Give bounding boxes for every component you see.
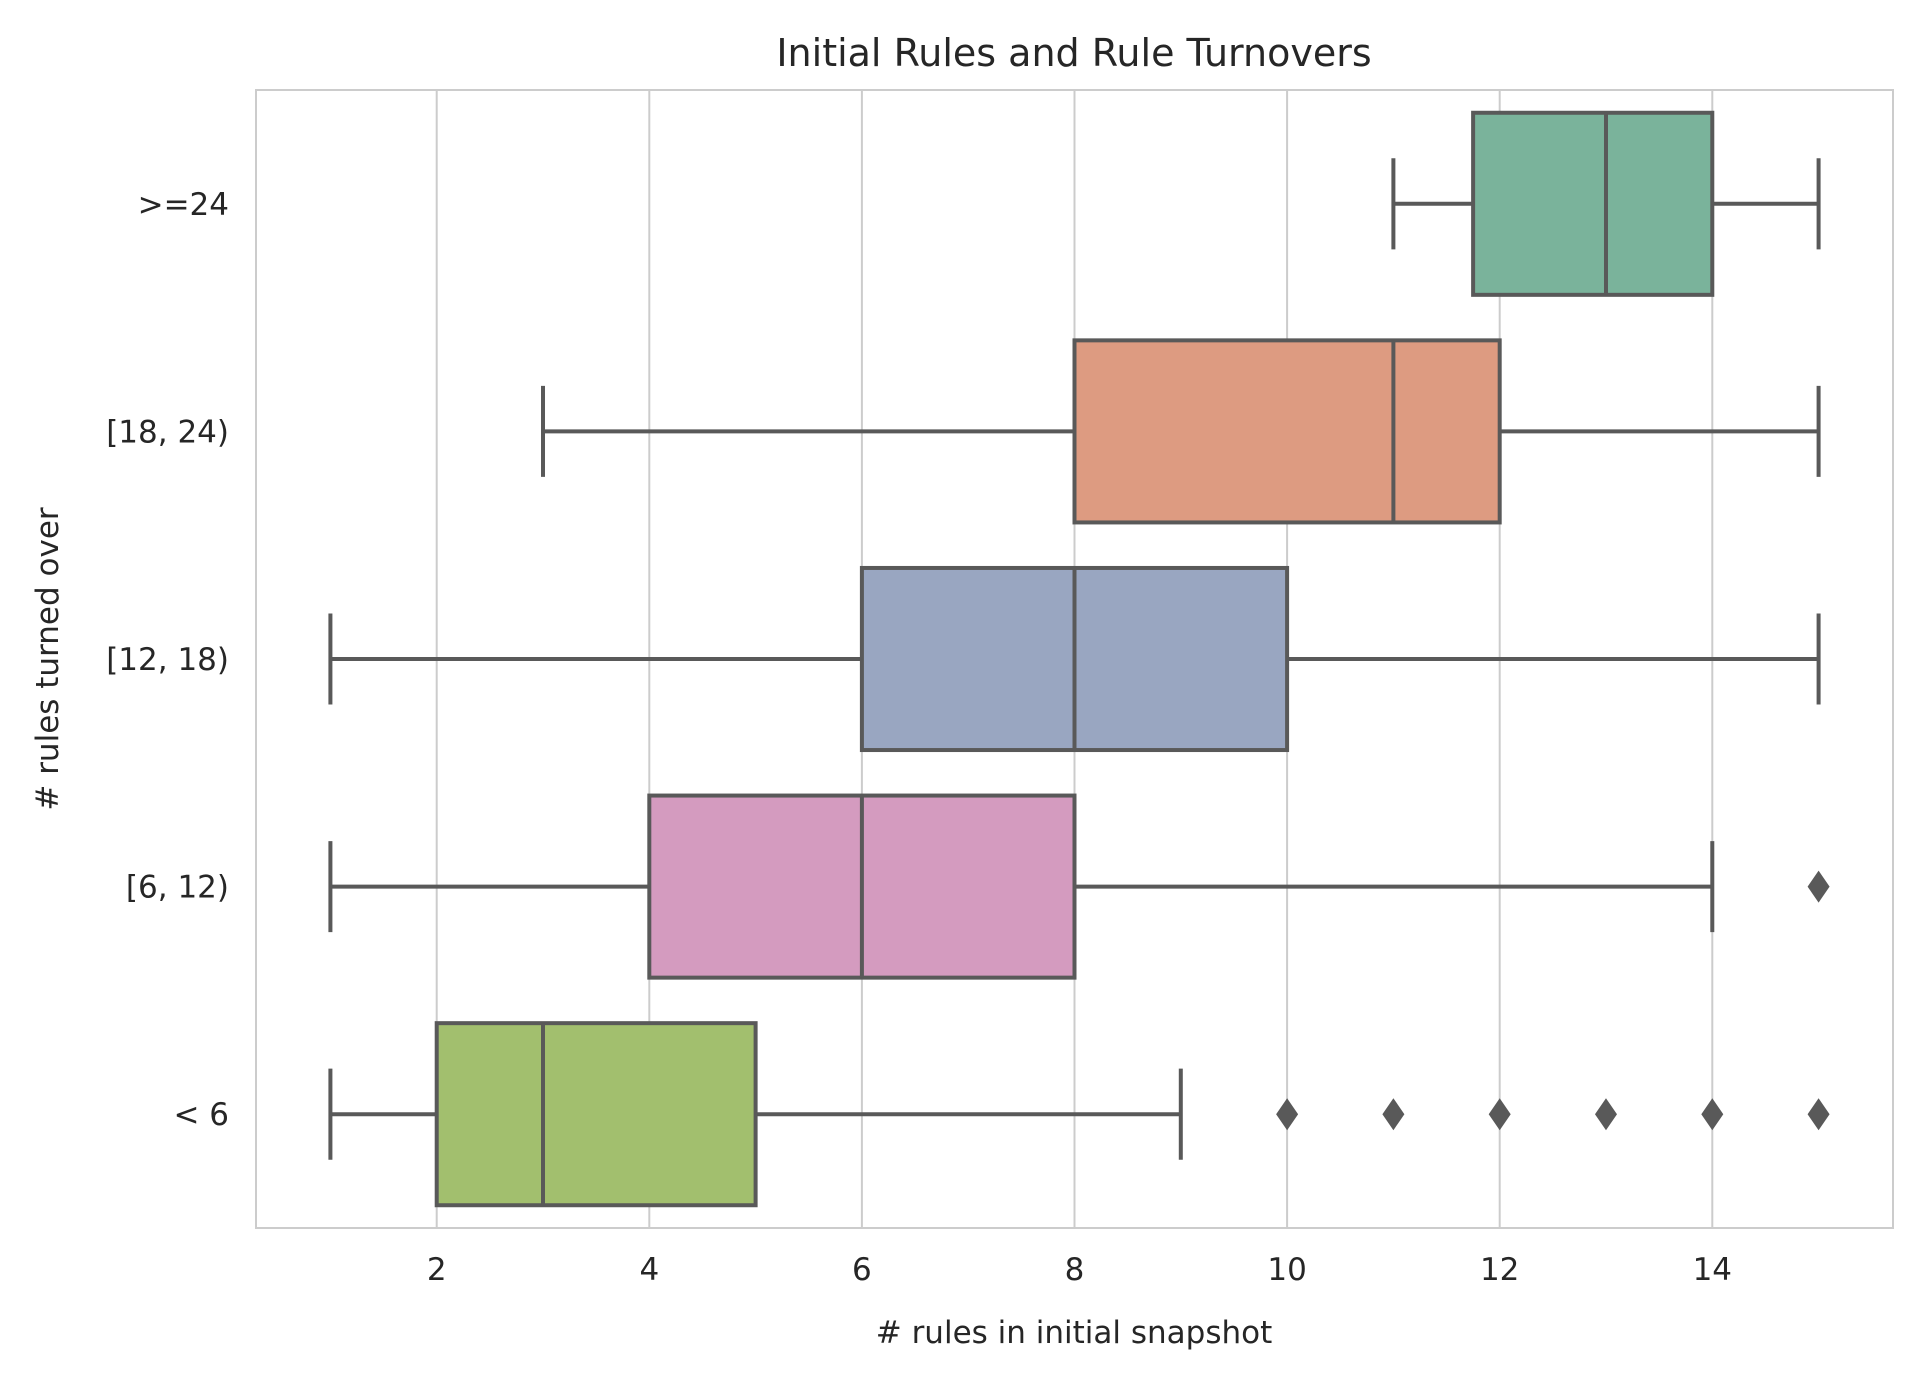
x-tick-label: 14 <box>1693 1252 1732 1288</box>
outlier-marker <box>1807 870 1830 903</box>
x-tick-label: 6 <box>852 1252 872 1288</box>
box-group <box>328 1021 1830 1208</box>
outlier-marker <box>1594 1098 1617 1131</box>
outlier-marker <box>1807 1098 1830 1131</box>
box-group <box>1391 110 1821 297</box>
plot-area-frame <box>255 89 1894 1229</box>
box-group <box>328 565 1821 753</box>
outlier-marker <box>1701 1098 1724 1131</box>
x-tick-label: 8 <box>1065 1252 1085 1288</box>
iqr-box <box>1072 338 1502 525</box>
outlier-marker <box>1276 1098 1299 1131</box>
x-tick-label: 12 <box>1480 1252 1519 1288</box>
y-tick-label: [18, 24) <box>106 414 229 450</box>
outlier-marker <box>1382 1098 1405 1131</box>
iqr-box <box>434 1021 758 1208</box>
x-tick-label: 2 <box>427 1252 447 1288</box>
outlier-marker <box>1488 1098 1511 1131</box>
y-tick-label: >=24 <box>138 187 229 223</box>
chart-title: Initial Rules and Rule Turnovers <box>776 31 1371 75</box>
y-tick-labels: >=24 [18, 24) [12, 18) [6, 12) < 6 <box>106 187 229 1133</box>
box-group <box>541 338 1821 525</box>
x-axis-label: # rules in initial snapshot <box>876 1315 1273 1351</box>
x-tick-label: 10 <box>1267 1252 1306 1288</box>
boxes <box>328 110 1830 1208</box>
y-axis-label: # rules turned over <box>30 507 66 811</box>
x-tick-label: 4 <box>639 1252 659 1288</box>
iqr-box <box>1471 110 1715 297</box>
box-group <box>328 793 1830 980</box>
x-tick-labels: 2 4 6 8 10 12 14 <box>427 1252 1732 1288</box>
y-tick-label: [6, 12) <box>126 870 229 906</box>
y-tick-label: [12, 18) <box>106 642 229 678</box>
y-tick-label: < 6 <box>173 1097 229 1133</box>
